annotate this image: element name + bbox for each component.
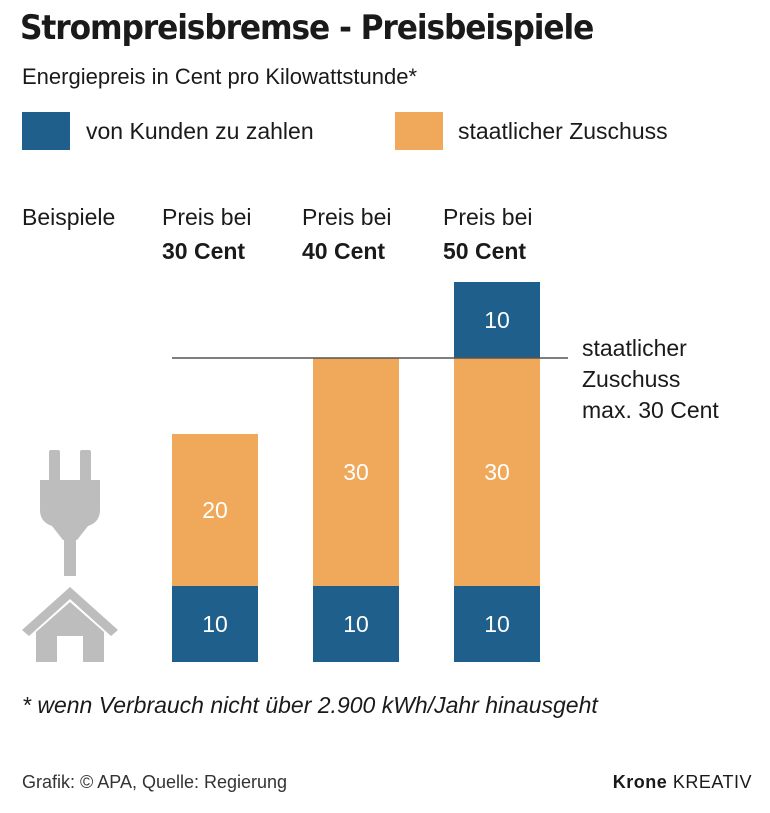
brand-regular: KREATIV (672, 772, 752, 792)
plug-icon (40, 450, 100, 576)
house-icon (22, 587, 118, 662)
column-header-30: Preis bei 30 Cent (162, 200, 251, 268)
brand-bold: Krone (612, 772, 668, 792)
row-label: Beispiele (22, 204, 116, 230)
bar-segment-customer (172, 586, 258, 662)
bar-value-label: 10 (484, 307, 510, 333)
brand-logo: Krone KREATIV (613, 772, 752, 793)
bar-segment-customer (454, 586, 540, 662)
column-header-line2: 30 Cent (162, 238, 246, 264)
subsidy-limit-annotation: staatlicher Zuschuss max. 30 Cent (582, 333, 719, 426)
column-header-line1: Preis bei (162, 204, 252, 230)
bar-value-label: 30 (343, 459, 369, 485)
bar-segment-customer (313, 586, 399, 662)
annotation-line3: max. 30 Cent (582, 397, 719, 423)
bar-value-label: 20 (202, 497, 228, 523)
column-header-line2: 50 Cent (443, 238, 527, 264)
bar-value-label: 10 (343, 611, 369, 637)
chart-subtitle: Energiepreis in Cent pro Kilowattstunde* (22, 64, 418, 89)
bar-value-label: 30 (484, 459, 510, 485)
column-header-line1: Preis bei (302, 204, 392, 230)
annotation-line1: staatlicher (582, 335, 687, 361)
annotation-line2: Zuschuss (582, 366, 681, 392)
bar-value-label: 10 (202, 611, 228, 637)
bar-value-label: 10 (484, 611, 510, 637)
legend-swatch-customer (22, 112, 70, 150)
bar-segment-subsidy (313, 358, 399, 586)
chart-title: Strompreisbremse - Preisbeispiele (20, 8, 594, 48)
column-header-50: Preis bei 50 Cent (443, 200, 532, 268)
footnote: * wenn Verbrauch nicht über 2.900 kWh/Ja… (22, 692, 598, 718)
column-header-line1: Preis bei (443, 204, 533, 230)
legend-swatch-subsidy (395, 112, 443, 150)
bar-segment-customer-excess (454, 282, 540, 358)
bar-segment-subsidy (454, 358, 540, 586)
legend-label-customer: von Kunden zu zahlen (86, 118, 314, 144)
legend-label-subsidy: staatlicher Zuschuss (458, 118, 668, 144)
column-header-40: Preis bei 40 Cent (302, 200, 391, 268)
bar-segment-subsidy (172, 434, 258, 586)
column-header-line2: 40 Cent (302, 238, 386, 264)
source-credit: Grafik: © APA, Quelle: Regierung (22, 772, 288, 792)
